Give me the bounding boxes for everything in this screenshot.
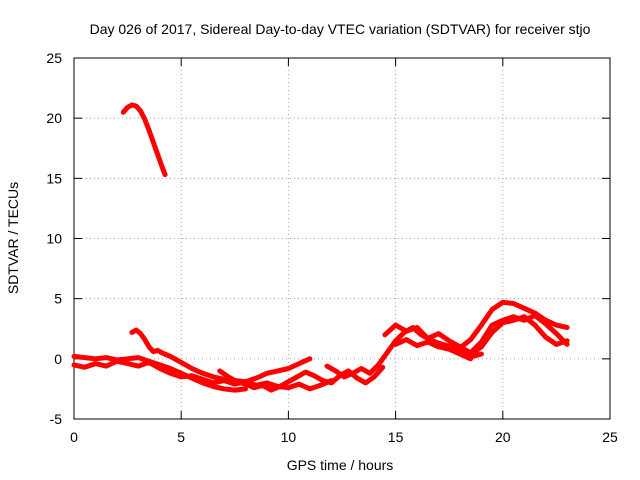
y-tick-label: 15 bbox=[46, 170, 62, 186]
x-tick-label: 20 bbox=[495, 429, 511, 445]
x-tick-label: 25 bbox=[602, 429, 618, 445]
grid-lines bbox=[74, 58, 610, 419]
chart-title: Day 026 of 2017, Sidereal Day-to-day VTE… bbox=[90, 21, 591, 37]
series-arc-4 bbox=[129, 327, 313, 385]
series-arc-1 bbox=[120, 102, 168, 178]
series-arc-8 bbox=[457, 299, 570, 351]
x-tick-label: 0 bbox=[70, 429, 78, 445]
series-arc-2 bbox=[71, 353, 248, 393]
series-arc-10 bbox=[393, 337, 474, 362]
y-tick-label: 25 bbox=[46, 50, 62, 66]
series-arc-5 bbox=[217, 364, 386, 393]
y-axis-label: SDTVAR / TECUs bbox=[5, 182, 21, 294]
data-series bbox=[71, 102, 570, 393]
axis-ticks: 0 5 10 15 20 25 -5 0 5 10 15 20 25 bbox=[46, 50, 618, 445]
y-tick-label: 5 bbox=[54, 291, 62, 307]
x-tick-label: 10 bbox=[281, 429, 297, 445]
x-axis-label: GPS time / hours bbox=[287, 457, 394, 473]
y-tick-label: 20 bbox=[46, 110, 62, 126]
y-tick-label: 0 bbox=[54, 351, 62, 367]
series-arc-3 bbox=[71, 358, 334, 392]
y-tick-label: -5 bbox=[50, 411, 63, 427]
x-tick-label: 15 bbox=[388, 429, 404, 445]
x-tick-label: 5 bbox=[177, 429, 185, 445]
y-tick-label: 10 bbox=[46, 231, 62, 247]
series-arc-9 bbox=[457, 314, 570, 358]
